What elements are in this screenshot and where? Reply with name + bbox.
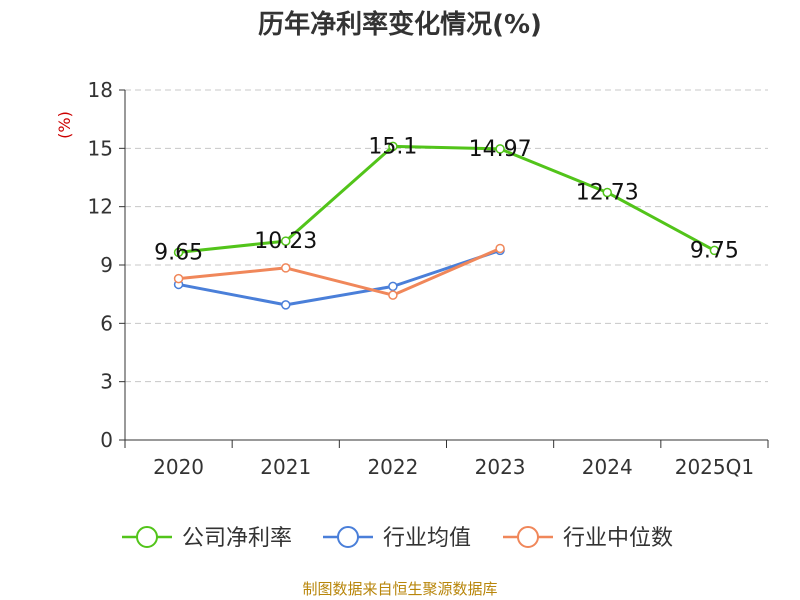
data-point: [709, 245, 720, 256]
series-line: [178, 247, 501, 297]
data-label: 15.1: [368, 134, 417, 159]
series-line: [178, 248, 501, 307]
legend-label: 行业均值: [383, 526, 471, 551]
data-label: 14.97: [469, 137, 532, 162]
x-tick-label: 2024: [582, 455, 633, 479]
y-axis-label: (%): [55, 111, 74, 139]
source-note: 制图数据来自恒生聚源数据库: [302, 580, 498, 598]
data-label: 9.65: [154, 240, 203, 265]
data-point: [281, 236, 291, 246]
y-tick-label: 6: [100, 311, 113, 335]
x-tick-label: 2021: [260, 455, 311, 479]
legend-label: 公司净利率: [182, 526, 292, 551]
legend-swatch-marker: [337, 526, 359, 548]
x-tick-label: 2020: [153, 455, 204, 479]
x-tick-label: 2025Q1: [675, 455, 754, 479]
legend-label: 行业中位数: [563, 526, 673, 551]
data-point: [388, 281, 398, 292]
y-tick-label: 12: [88, 195, 113, 219]
data-point: [388, 290, 398, 300]
data-point: [602, 187, 612, 198]
x-tick-label: 2023: [475, 455, 526, 479]
data-point: [388, 141, 398, 152]
series-line: [178, 144, 716, 254]
data-label: 10.23: [254, 229, 317, 254]
data-point: [281, 263, 291, 273]
data-label: 12.73: [576, 180, 639, 205]
data-point: [495, 144, 505, 154]
data-label: 9.75: [690, 238, 739, 263]
legend-swatch-marker: [517, 526, 539, 548]
y-tick-label: 9: [100, 253, 113, 277]
y-tick-label: 15: [88, 136, 113, 160]
legend-swatch-marker: [136, 526, 158, 548]
data-point: [281, 300, 291, 310]
chart-title: 历年净利率变化情况(%): [258, 10, 542, 40]
y-tick-label: 18: [88, 78, 113, 102]
data-point: [495, 243, 505, 254]
data-point: [173, 247, 184, 258]
x-tick-label: 2022: [367, 455, 418, 479]
y-tick-label: 3: [100, 370, 113, 394]
y-tick-label: 0: [100, 428, 113, 452]
data-point: [173, 273, 184, 284]
